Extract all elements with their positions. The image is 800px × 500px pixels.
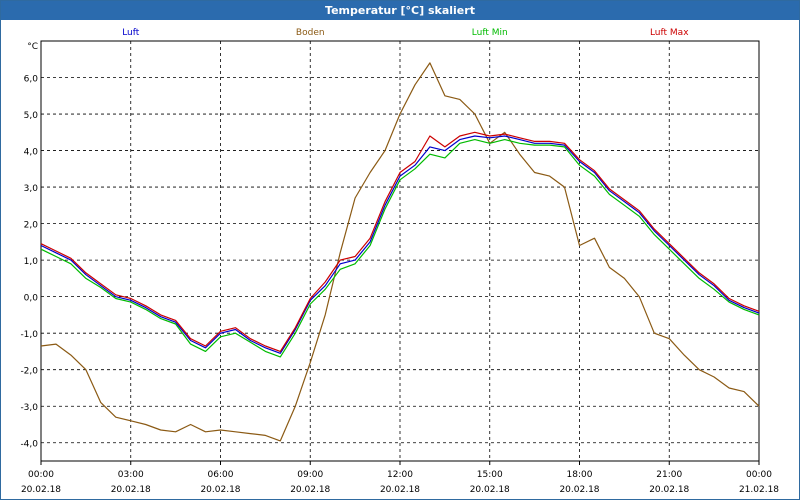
x-tick-label-time: 15:00 xyxy=(477,470,503,480)
y-tick-label: 3,0 xyxy=(24,184,39,194)
y-tick-label: -3,0 xyxy=(20,403,38,413)
series-line-boden xyxy=(40,62,760,442)
series-line-luft-max xyxy=(40,131,760,352)
x-tick-label-time: 03:00 xyxy=(118,470,144,480)
legend-entry: Luft Max xyxy=(650,28,689,38)
y-tick-label: 6,0 xyxy=(24,75,39,85)
x-tick-label-date: 20.02.18 xyxy=(380,485,420,495)
y-tick-label: 2,0 xyxy=(24,221,39,231)
y-tick-label: -4,0 xyxy=(20,440,38,450)
y-tick-label: -1,0 xyxy=(20,330,38,340)
x-tick-label-date: 20.02.18 xyxy=(21,485,61,495)
y-tick-label: -2,0 xyxy=(20,367,38,377)
legend-entry: Luft Min xyxy=(472,28,508,38)
x-tick-label-time: 00:00 xyxy=(28,470,54,480)
x-tick-label-time: 12:00 xyxy=(387,470,413,480)
x-tick-label-date: 20.02.18 xyxy=(559,485,599,495)
y-axis-label: °C xyxy=(27,42,38,52)
y-tick-label: 5,0 xyxy=(24,111,39,121)
series-line-luft-min xyxy=(40,139,760,358)
x-tick-label-date: 20.02.18 xyxy=(200,485,240,495)
y-tick-label: 1,0 xyxy=(24,257,39,267)
x-tick-label-time: 18:00 xyxy=(567,470,593,480)
x-tick-label-time: 06:00 xyxy=(208,470,234,480)
chart-title: Temperatur [°C] skaliert xyxy=(1,1,799,20)
series-line-luft xyxy=(40,135,760,354)
x-tick-label-date: 20.02.18 xyxy=(290,485,330,495)
x-tick-label-time: 00:00 xyxy=(746,470,772,480)
legend-entry: Boden xyxy=(296,28,325,38)
x-tick-label-date: 20.02.18 xyxy=(649,485,689,495)
y-tick-label: 0,0 xyxy=(24,294,39,304)
x-tick-label-time: 09:00 xyxy=(297,470,323,480)
x-tick-label-date: 20.02.18 xyxy=(470,485,510,495)
x-tick-label-date: 20.02.18 xyxy=(111,485,151,495)
x-tick-label-time: 21:00 xyxy=(656,470,682,480)
x-tick-label-date: 21.02.18 xyxy=(739,485,779,495)
y-tick-label: 4,0 xyxy=(24,148,39,158)
legend-entry: Luft xyxy=(122,28,140,38)
